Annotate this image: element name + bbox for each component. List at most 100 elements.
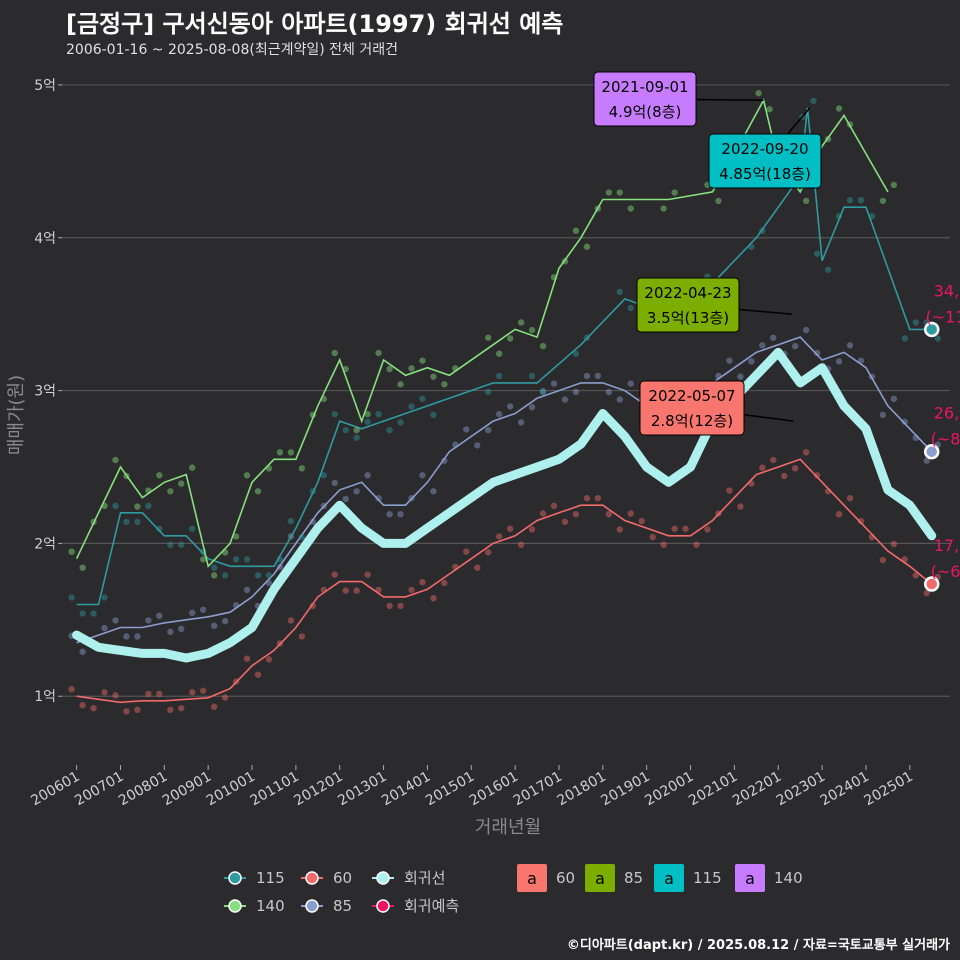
series-point-85	[616, 396, 623, 403]
series-point-60	[802, 449, 810, 456]
y-axis-title: 매매가(원)	[6, 375, 27, 455]
series-point-85	[879, 411, 887, 419]
series-point-115	[934, 335, 941, 342]
series-point-60	[101, 689, 108, 696]
series-point-85	[112, 617, 119, 624]
series-point-85	[726, 357, 733, 364]
forecast-value-label: 34,000	[934, 281, 960, 300]
series-point-85	[506, 403, 514, 410]
x-tick-label: 201201	[291, 769, 345, 810]
series-point-60	[912, 572, 920, 579]
series-point-60	[813, 472, 821, 479]
series-point-140	[430, 373, 437, 380]
series-85	[68, 326, 941, 655]
series-point-60	[298, 633, 306, 640]
series-point-85	[353, 488, 360, 495]
series-point-115	[810, 97, 817, 105]
x-tick-label: 201301	[335, 769, 389, 810]
series-point-85	[156, 612, 163, 620]
annotation-box	[639, 380, 745, 436]
series-point-115	[397, 419, 404, 426]
series-point-60	[485, 549, 492, 556]
series-point-115	[156, 525, 163, 532]
x-tick-label: 201101	[248, 769, 302, 810]
series-point-115	[287, 517, 295, 525]
chart-subtitle: 2006-01-16 ~ 2025-08-08(최근계약일) 전체 거래건	[66, 42, 398, 58]
series-point-140	[287, 449, 295, 456]
x-tick-label: 200901	[160, 769, 214, 810]
series-point-60	[770, 456, 777, 464]
series-point-85	[737, 373, 744, 380]
series-point-60	[857, 517, 865, 525]
series-point-60	[123, 708, 130, 715]
x-tick-label: 202401	[818, 769, 872, 810]
legend-marker	[228, 871, 242, 885]
x-tick-label: 200801	[116, 769, 170, 810]
y-axis-ticks: 1억 2억 3억 4억 5억	[34, 78, 62, 705]
series-60	[68, 449, 941, 715]
series-point-140	[243, 472, 251, 479]
legend-marker	[376, 871, 390, 885]
series-point-115	[298, 533, 306, 541]
series-point-85	[134, 633, 141, 640]
series-point-140	[572, 227, 580, 234]
x-tick-label: 200701	[72, 769, 126, 810]
series-point-60	[112, 692, 119, 699]
series-point-140	[167, 488, 174, 495]
series-point-140	[178, 480, 185, 487]
legend-marker	[228, 899, 242, 913]
series-point-60	[342, 587, 349, 594]
series-point-85	[178, 625, 185, 633]
series-point-140	[890, 181, 898, 189]
legend-label: 60	[333, 869, 352, 887]
series-point-85	[210, 622, 218, 629]
series-point-60	[572, 510, 580, 518]
legend-item-115: 115	[224, 869, 285, 887]
y-tick-label: 5억	[34, 78, 56, 94]
series-point-115	[627, 304, 634, 312]
credit-text: ©디아파트(dapt.kr) / 2025.08.12 / 자료=국토교통부 실…	[566, 938, 950, 953]
series-point-140	[485, 334, 492, 341]
series-point-60	[616, 526, 623, 533]
series-point-60	[550, 502, 558, 510]
x-tick-label: 201001	[204, 769, 258, 810]
series-point-60	[463, 548, 470, 555]
series-point-140	[364, 410, 371, 418]
series-point-60	[178, 705, 185, 712]
series-point-140	[156, 472, 163, 479]
series-point-140	[528, 326, 536, 334]
series-point-85	[101, 624, 108, 632]
series-point-115	[846, 196, 854, 204]
legend-marker	[376, 899, 390, 913]
forecast-marker	[923, 576, 940, 592]
y-tick-label: 3억	[34, 384, 56, 400]
trend-path	[72, 347, 937, 663]
series-point-140	[616, 189, 623, 196]
series-140	[68, 90, 898, 579]
series-point-140	[68, 548, 75, 555]
series-point-60	[517, 541, 525, 548]
series-point-140	[232, 533, 240, 540]
series-point-60	[430, 595, 437, 602]
series-point-85	[813, 349, 821, 357]
y-tick-label: 2억	[34, 536, 56, 552]
series-point-115	[364, 418, 371, 425]
legend-swatch-glyph: a	[745, 869, 755, 888]
series-line-115	[76, 107, 932, 606]
annotation-price: 3.5억(13층)	[647, 309, 729, 327]
series-point-115	[408, 403, 415, 410]
annotation-box	[593, 71, 697, 127]
x-tick-label: 201701	[511, 769, 565, 810]
series-point-115	[912, 319, 920, 326]
series-point-115	[210, 564, 218, 571]
x-tick-label: 201601	[467, 769, 521, 810]
series-point-115	[123, 518, 130, 526]
series-point-140	[189, 464, 196, 471]
series-point-140	[419, 357, 426, 364]
series-point-140	[199, 556, 207, 563]
forecast-points: 34,000 (~115㎡) 26,000 (~85㎡) 17,340 (~60㎡)	[923, 281, 960, 592]
series-point-115	[265, 572, 273, 579]
annotation-date: 2021-09-01	[601, 78, 688, 96]
series-point-85	[583, 372, 591, 380]
series-point-115	[430, 411, 437, 419]
